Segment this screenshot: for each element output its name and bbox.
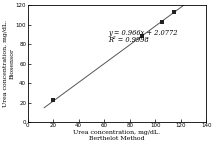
Text: y = 0.966x + 2.0772: y = 0.966x + 2.0772 bbox=[108, 29, 177, 37]
Y-axis label: Urea concentration, mg/dL.
Biosensor: Urea concentration, mg/dL. Biosensor bbox=[3, 20, 14, 107]
Text: R² = 0.9998: R² = 0.9998 bbox=[108, 36, 149, 44]
Point bbox=[141, 34, 144, 37]
Point bbox=[173, 11, 176, 13]
Point bbox=[51, 98, 55, 101]
Point bbox=[160, 21, 163, 23]
X-axis label: Urea concentration, mg/dL.
Berthelot Method: Urea concentration, mg/dL. Berthelot Met… bbox=[73, 130, 160, 141]
